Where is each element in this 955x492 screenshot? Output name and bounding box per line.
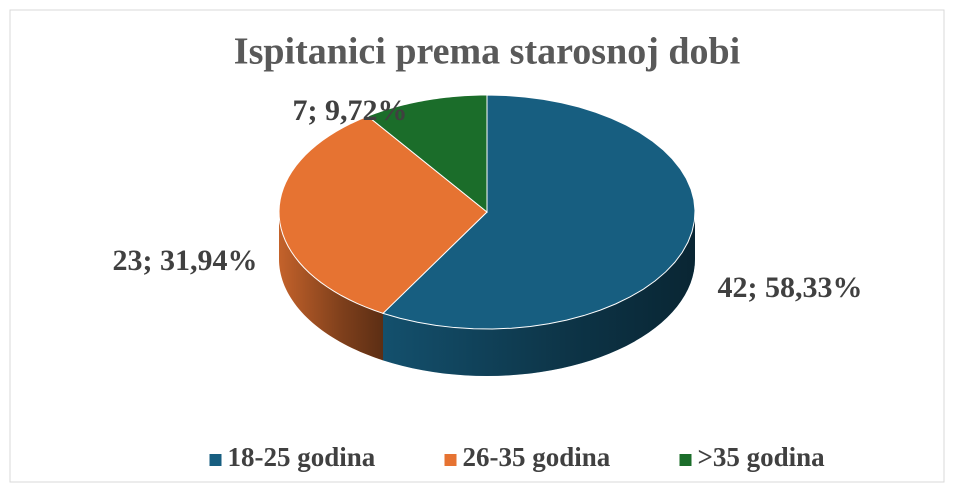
data-label: 42; 58,33%: [718, 271, 863, 304]
legend-swatch: [209, 454, 222, 466]
legend-swatch: [679, 454, 692, 466]
legend-swatch: [444, 454, 457, 466]
slice: [278, 115, 488, 314]
slice: [382, 94, 696, 330]
data-label: 7; 9,72%: [293, 94, 408, 127]
legend-label: 18-25 godina: [228, 442, 376, 472]
slice-side-shade: [383, 212, 695, 376]
data-label: 23; 31,94%: [113, 244, 258, 277]
legend-label: 26-35 godina: [463, 442, 611, 472]
slice: [366, 94, 488, 214]
chart-title: Ispitanici prema starosnoj dobi: [234, 31, 740, 73]
slice-side-shade: [279, 212, 383, 361]
legend-label: >35 godina: [698, 442, 826, 472]
